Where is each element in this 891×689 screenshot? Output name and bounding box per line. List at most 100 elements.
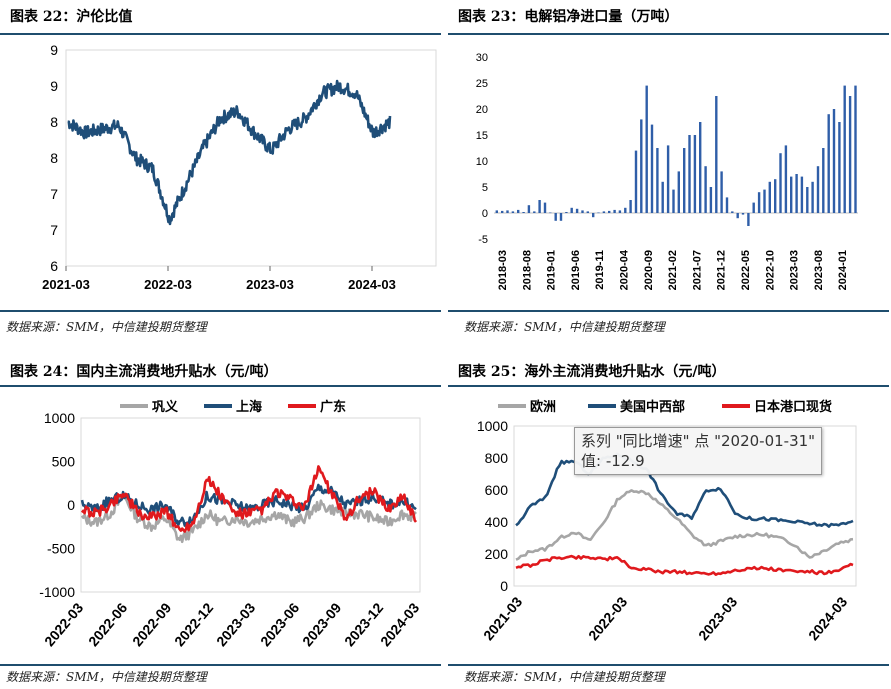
bar	[661, 181, 664, 213]
bar	[800, 176, 804, 213]
bar	[624, 207, 627, 213]
x-tick-label: 2020-04	[619, 249, 631, 290]
title-rule	[448, 385, 889, 387]
bar	[688, 135, 691, 213]
bar	[618, 210, 622, 213]
x-tick-label: 2022-03	[585, 593, 630, 643]
title-rule	[0, 385, 441, 387]
x-tick-label: 2023-06	[257, 599, 302, 649]
x-tick-label: 2023-03	[213, 599, 258, 649]
bar	[779, 153, 782, 213]
x-tick-label: 2023-08	[813, 250, 825, 290]
chart-title: 图表 22：沪伦比值	[10, 9, 133, 25]
bar	[699, 122, 702, 213]
y-tick-label: 800	[485, 450, 509, 466]
bar	[559, 213, 563, 221]
bar	[640, 119, 643, 213]
chart-23: 30 25 20 15 10 5 0 -5 2018-03 2018-08 2019-01 2019-…	[476, 52, 858, 290]
bar	[645, 85, 648, 213]
bar	[586, 211, 589, 213]
y-tick-label: 0	[67, 497, 75, 513]
bar	[533, 211, 536, 213]
y-tick-label: 500	[52, 454, 76, 470]
y-tick-label: 9	[50, 78, 58, 94]
x-tick-label: 2022-05	[740, 250, 752, 290]
source-rule	[0, 664, 441, 666]
x-tick-label: 2021-02	[667, 250, 679, 290]
y-tick-label: 8	[50, 114, 58, 130]
bar	[784, 145, 788, 213]
y-tick-label: -5	[478, 234, 488, 246]
x-tick-label: 2019-01	[546, 250, 558, 290]
source-note: 数据来源：SMM，中信建投期货整理	[464, 670, 665, 684]
bar	[597, 212, 600, 214]
bar	[608, 210, 611, 213]
source-rule	[448, 664, 889, 666]
x-tick-label: 2021-07	[691, 250, 703, 290]
y-tick-label: 30	[476, 52, 488, 64]
x-tick-label: 2021-12	[716, 250, 728, 290]
panel-23: 图表 23：电解铝净进口量（万吨） 30 25 20 15 10 5 0 -5 2018-03 2…	[448, 0, 891, 345]
bar	[720, 171, 723, 213]
y-tick-label: 9	[50, 42, 58, 58]
panel-24: 图表 24：国内主流消费地升贴水（元/吨） 1000 500 0 -500 -1000 2…	[0, 355, 445, 689]
y-tick-label: 25	[476, 78, 488, 90]
x-tick-label: 2018-03	[497, 250, 509, 290]
series-line-0	[515, 489, 854, 561]
series-line-1	[515, 452, 854, 528]
chart-24: 10005000-500-10002022-032022-062022-0920…	[39, 399, 422, 649]
plot-frame	[65, 49, 437, 267]
bar	[672, 189, 675, 213]
bar	[506, 210, 509, 213]
bar	[522, 212, 525, 213]
bar	[854, 85, 857, 213]
bar	[650, 124, 654, 213]
bar	[501, 210, 504, 213]
y-tick-label: 0	[500, 578, 508, 594]
bar	[656, 148, 659, 213]
x-tick-label: 2020-09	[643, 250, 655, 290]
bar	[827, 114, 830, 213]
bar	[613, 209, 616, 213]
bar	[747, 213, 750, 226]
bar	[848, 96, 852, 213]
title-rule	[0, 33, 441, 35]
y-tick-label: 5	[482, 182, 488, 194]
bar	[806, 187, 809, 213]
bar	[731, 211, 734, 213]
panel-25: 图表 25：海外主流消费地升贴水（元/吨） 1000 800 600 400 200 0 2…	[448, 355, 891, 689]
series-line-0	[80, 494, 417, 544]
bar	[570, 207, 573, 213]
bar	[752, 202, 755, 213]
y-tick-label: 200	[485, 546, 509, 562]
bar	[634, 150, 638, 213]
bar	[763, 189, 766, 213]
bar	[704, 166, 707, 213]
bar	[774, 179, 777, 213]
x-tick-label: 2024-03	[348, 277, 396, 292]
x-tick-label: 2023-03	[695, 593, 740, 643]
bar	[693, 135, 697, 213]
bar	[736, 213, 739, 219]
x-tick-label: 2018-08	[521, 250, 533, 290]
series-line-2	[80, 465, 418, 533]
bar	[838, 122, 841, 213]
y-tick-label: 20	[476, 104, 488, 116]
y-tick-label: 8	[50, 150, 58, 166]
title-rule	[448, 33, 889, 35]
y-tick-label: 15	[476, 130, 488, 142]
bar	[725, 197, 729, 213]
y-tick-label: 1000	[477, 418, 508, 434]
bar	[768, 181, 771, 213]
bar	[790, 176, 793, 213]
y-tick-label: -500	[47, 541, 75, 557]
legend-label: 欧洲	[530, 399, 556, 414]
bar	[795, 174, 798, 213]
bar	[629, 200, 632, 213]
y-tick-label: 0	[482, 208, 488, 220]
tooltip-line-1: 系列 "同比增速" 点 "2020-01-31"	[581, 432, 816, 450]
legend-label: 巩义	[152, 399, 179, 414]
x-tick-label: 2023-03	[789, 250, 801, 290]
y-tick-label: -1000	[39, 584, 75, 600]
chart-title: 图表 24：国内主流消费地升贴水（元/吨）	[10, 364, 278, 380]
